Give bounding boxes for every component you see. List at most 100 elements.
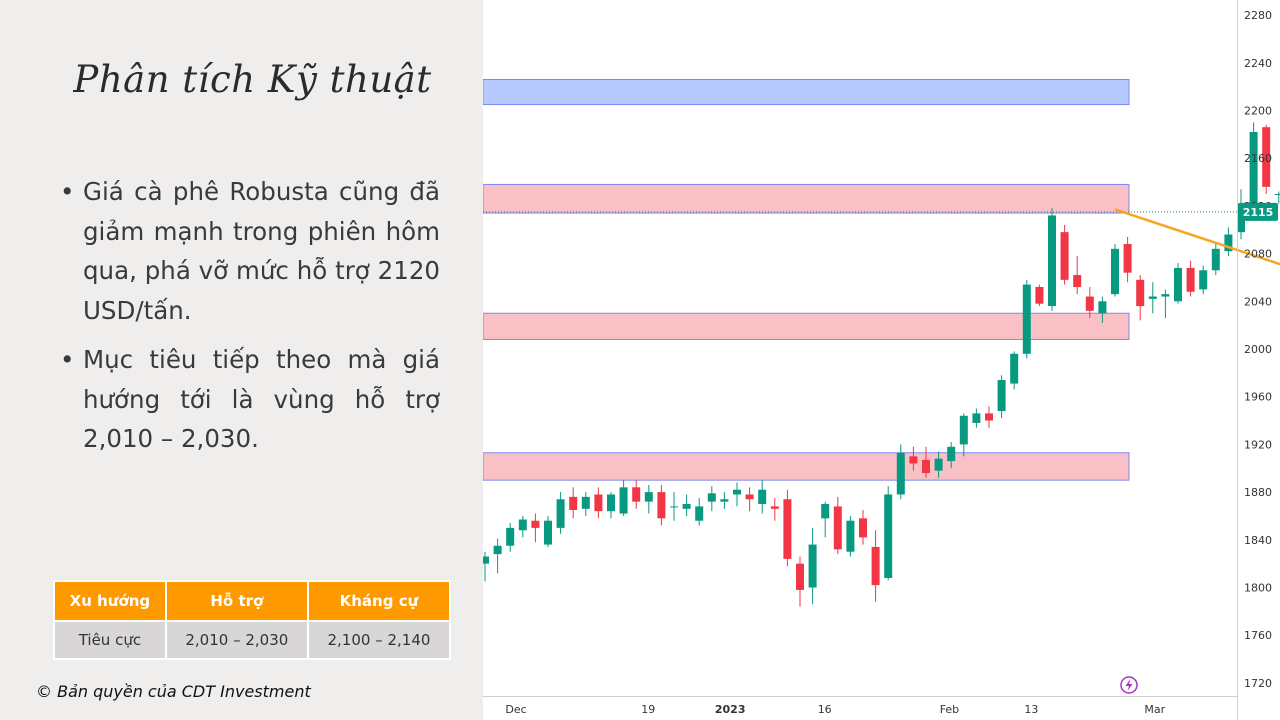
y-tick-label: 1800 <box>1244 582 1272 595</box>
candle <box>594 487 603 519</box>
candle <box>483 551 489 582</box>
candle <box>493 538 502 574</box>
candle-body <box>506 527 515 546</box>
candle <box>808 527 817 605</box>
candle-body <box>707 493 716 502</box>
bullet-symbol: • <box>60 345 75 374</box>
y-tick-label: 1960 <box>1244 391 1272 404</box>
cell-trend: Tiêu cực <box>53 620 167 660</box>
candle <box>707 486 716 512</box>
y-tick-label: 2160 <box>1244 152 1272 165</box>
copyright-text: © Bản quyền của CDT Investment <box>36 682 311 701</box>
candle-body <box>1035 286 1044 304</box>
lightning-icon[interactable] <box>1120 676 1138 694</box>
candle-body <box>483 556 489 564</box>
x-tick-label: 2023 <box>715 703 746 716</box>
y-tick-label: 2040 <box>1244 295 1272 308</box>
candle <box>682 494 691 516</box>
candle <box>909 446 918 471</box>
candle-body <box>985 413 993 421</box>
candle <box>884 486 893 581</box>
candle-body <box>670 506 678 508</box>
candle <box>985 406 993 428</box>
candle-body <box>619 487 628 514</box>
candle <box>581 492 590 516</box>
bullet-text-1: Giá cà phê Robusta cũng đã giảm mạnh tro… <box>83 177 440 325</box>
candle <box>657 484 666 526</box>
header-trend: Xu hướng <box>53 580 167 622</box>
support-zone-3 <box>483 452 1130 481</box>
candle-body <box>1274 193 1280 195</box>
candle <box>1274 191 1280 204</box>
x-tick-label: 16 <box>818 703 832 716</box>
x-tick-label: 19 <box>641 703 655 716</box>
candle <box>607 492 615 519</box>
candle-body <box>808 544 817 588</box>
time-axis[interactable]: Dec 19 2023 16 Feb 13 Mar <box>505 703 1165 716</box>
candle-body <box>733 489 741 495</box>
candle-body <box>695 506 704 521</box>
candle <box>1211 241 1220 276</box>
candle-body <box>871 546 880 586</box>
candle-body <box>1186 267 1195 292</box>
trendline <box>1114 208 1280 266</box>
candle-body <box>783 499 792 559</box>
candle <box>821 501 830 538</box>
candle-body <box>657 492 666 519</box>
candle <box>1035 284 1044 307</box>
candle <box>1136 275 1145 321</box>
candle <box>959 413 968 457</box>
header-support: Hỗ trợ <box>164 580 309 622</box>
cell-resistance: 2,100 – 2,140 <box>306 620 452 660</box>
candle-body <box>1148 296 1157 299</box>
candle-body <box>1123 244 1132 273</box>
candle-body <box>1010 353 1019 384</box>
candle-body <box>758 489 767 505</box>
candle <box>796 556 804 607</box>
bullet-symbol: • <box>60 177 75 206</box>
price-tag: 2115 <box>1238 202 1278 221</box>
candle-body <box>1073 275 1082 287</box>
bullet-item: • Mục tiêu tiếp theo mà giá hướng tới là … <box>60 340 440 459</box>
candle-body <box>846 520 855 552</box>
candle <box>518 515 527 538</box>
candle <box>972 408 981 428</box>
y-tick-label: 2080 <box>1244 248 1272 261</box>
candle-body <box>1174 267 1182 302</box>
bullet-list: • Giá cà phê Robusta cũng đã giảm mạnh tr… <box>60 172 440 469</box>
last-price-label: 2115 <box>1243 206 1274 219</box>
candle <box>531 513 540 543</box>
candle-body <box>770 506 779 509</box>
candle <box>632 480 641 509</box>
candle-body <box>581 496 590 509</box>
candle-body <box>1237 217 1245 233</box>
table-header-row: Xu hướng Hỗ trợ Kháng cự <box>53 580 452 622</box>
candle-body <box>1136 279 1145 307</box>
candle <box>934 451 943 478</box>
candle-body <box>896 452 905 495</box>
support-zone-1 <box>483 183 1130 214</box>
candle-body <box>556 499 565 528</box>
candle-body <box>1085 296 1094 311</box>
candle-body <box>796 563 804 590</box>
candle-body <box>1022 284 1031 354</box>
price-axis[interactable]: 2280224022002160212020802040200019601920… <box>1244 9 1272 690</box>
candle-body <box>1060 232 1069 280</box>
candle <box>569 487 578 519</box>
candle-body <box>745 494 754 500</box>
candle <box>1111 244 1119 297</box>
left-panel: Phân tích Kỹ thuật • Giá cà phê Robusta c… <box>0 0 483 720</box>
candle-body <box>821 504 830 519</box>
candle-body <box>531 520 540 528</box>
x-tick-label: 13 <box>1024 703 1038 716</box>
candle-body <box>884 494 893 578</box>
y-tick-label: 1720 <box>1244 677 1272 690</box>
candle <box>1262 124 1271 194</box>
header-resistance: Kháng cự <box>306 580 452 622</box>
y-tick-label: 1840 <box>1244 534 1272 547</box>
candle <box>733 482 741 507</box>
candle <box>745 487 754 512</box>
candle <box>1174 263 1182 304</box>
candle <box>720 492 729 509</box>
candle-body <box>1262 127 1271 187</box>
